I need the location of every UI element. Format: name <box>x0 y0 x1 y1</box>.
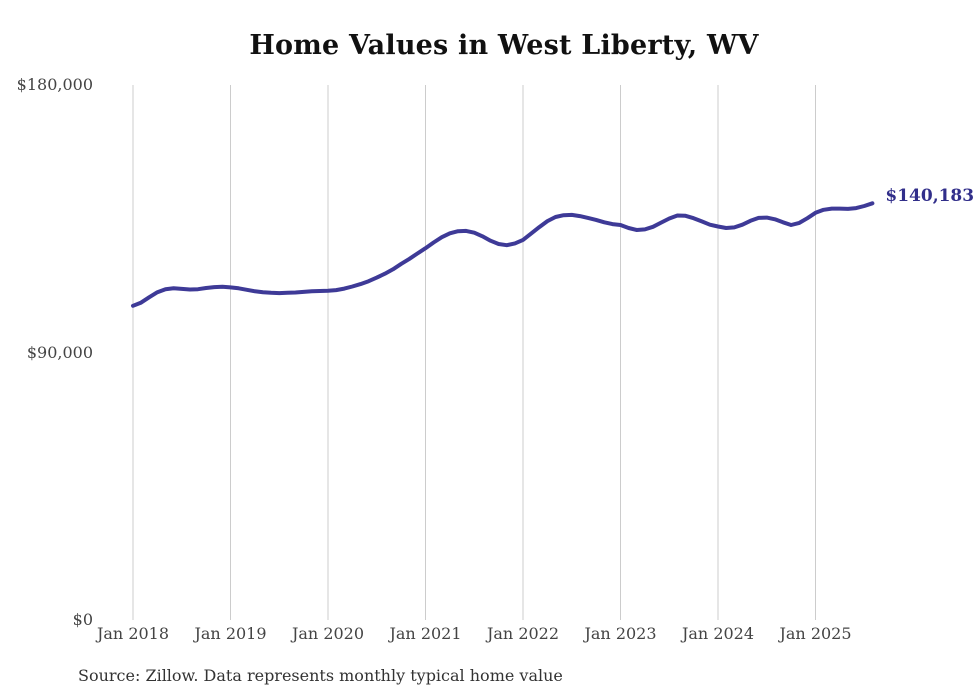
y-tick-label: $180,000 <box>16 75 93 94</box>
x-tick-label: Jan 2021 <box>389 624 462 643</box>
chart-title: Home Values in West Liberty, WV <box>249 30 759 61</box>
latest-value-label: $140,183 <box>885 186 975 207</box>
x-tick-label: Jan 2024 <box>681 624 755 643</box>
source-note: Source: Zillow. Data represents monthly … <box>78 666 563 685</box>
x-tick-label: Jan 2020 <box>291 624 365 643</box>
x-tick-label: Jan 2025 <box>779 624 852 643</box>
x-tick-label: Jan 2023 <box>584 624 657 643</box>
x-tick-label: Jan 2019 <box>194 624 267 643</box>
x-tick-label: Jan 2022 <box>486 624 560 643</box>
x-tick-label: Jan 2018 <box>96 624 170 643</box>
home-value-line <box>131 201 875 308</box>
y-tick-label: $90,000 <box>26 342 93 362</box>
y-tick-label: $0 <box>72 610 93 629</box>
vertical-gridlines <box>132 85 816 620</box>
